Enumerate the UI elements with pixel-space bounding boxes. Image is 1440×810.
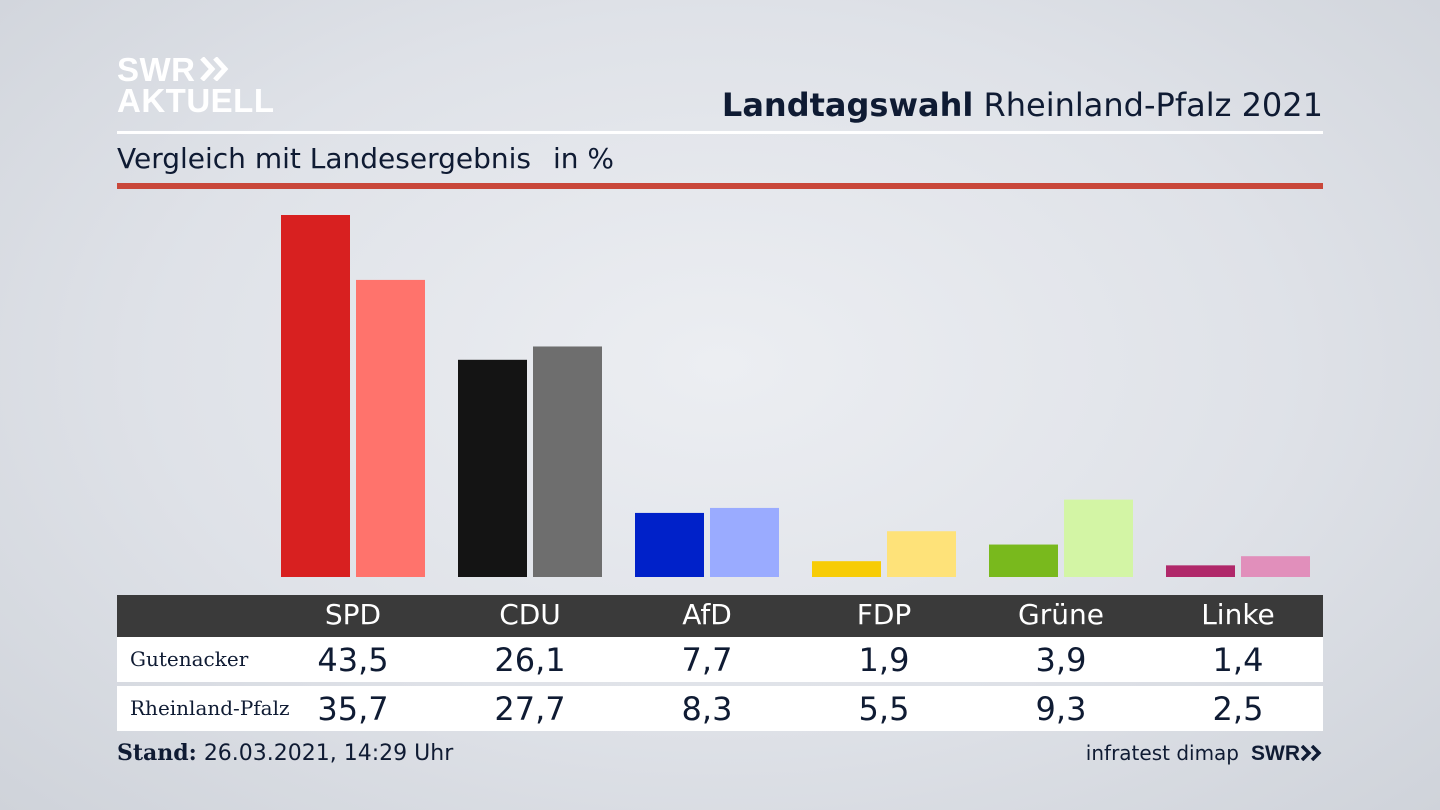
double-chevron-icon [199, 57, 228, 81]
bar-spd-rheinland-pfalz [356, 279, 425, 577]
title-rest: Rheinland-Pfalz 2021 [983, 86, 1323, 124]
logo-swr-text: SWR [117, 51, 196, 88]
stand-value: 26.03.2021, 14:29 Uhr [203, 741, 454, 766]
table-row-gutenacker: Gutenacker 43,5 26,1 7,7 1,9 3,9 1,4 [117, 637, 1323, 682]
value-cell: 26,1 [494, 641, 566, 679]
value-cell: 3,9 [1035, 641, 1087, 679]
timestamp: Stand: 26.03.2021, 14:29 Uhr [117, 740, 453, 766]
value-cell: 1,4 [1212, 641, 1264, 679]
accent-divider [117, 183, 1323, 189]
swr-small-text: SWR [1251, 742, 1300, 765]
value-cell: 7,7 [681, 641, 733, 679]
value-cell: 9,3 [1035, 690, 1087, 728]
bar-grne-gutenacker [989, 544, 1058, 577]
value-cell: 27,7 [494, 690, 566, 728]
subtitle-unit: in % [552, 142, 615, 175]
subtitle-text: Vergleich mit Landesergebnis [117, 142, 531, 175]
bar-chart [281, 215, 1310, 577]
stand-label: Stand: [117, 740, 197, 766]
page-title: Landtagswahl Rheinland-Pfalz 2021 [722, 86, 1323, 124]
bar-fdp-rheinland-pfalz [887, 531, 956, 577]
value-cell: 8,3 [681, 690, 733, 728]
value-cell: 43,5 [317, 641, 389, 679]
title-divider [117, 131, 1323, 134]
table-header-row: SPD CDU AfD FDP Grüne Linke [117, 595, 1323, 637]
title-bold: Landtagswahl [721, 86, 974, 124]
source-credit: infratest dimap SWR [1086, 741, 1323, 766]
column-header: Linke [1201, 598, 1275, 631]
column-header: FDP [856, 598, 912, 631]
value-cell: 35,7 [317, 690, 389, 728]
bar-linke-gutenacker [1166, 565, 1235, 577]
row-label: Gutenacker [130, 647, 249, 671]
bar-cdu-rheinland-pfalz [533, 346, 602, 577]
bar-linke-rheinland-pfalz [1241, 556, 1310, 577]
column-header: AfD [682, 598, 732, 631]
bar-cdu-gutenacker [458, 359, 527, 577]
bar-afd-rheinland-pfalz [710, 507, 779, 577]
chart-subtitle: Vergleich mit Landesergebnis in % [117, 142, 614, 175]
logo-aktuell-text: AKTUELL [117, 82, 275, 119]
bar-afd-gutenacker [635, 512, 704, 577]
column-header: CDU [499, 598, 561, 631]
bar-spd-gutenacker [281, 215, 350, 577]
column-header: SPD [324, 598, 382, 631]
table-row-rheinland-pfalz: Rheinland-Pfalz 35,7 27,7 8,3 5,5 9,3 2,5 [117, 686, 1323, 731]
swr-aktuell-logo: SWR AKTUELL [117, 51, 277, 119]
bar-grne-rheinland-pfalz [1064, 499, 1133, 577]
value-cell: 5,5 [858, 690, 910, 728]
value-cell: 2,5 [1212, 690, 1264, 728]
column-header: Grüne [1018, 598, 1104, 631]
value-cell: 1,9 [858, 641, 910, 679]
double-chevron-icon [1300, 744, 1322, 762]
source-text: infratest dimap [1085, 741, 1239, 765]
swr-small-logo: SWR [1251, 742, 1323, 765]
row-label: Rheinland-Pfalz [130, 696, 290, 720]
bar-fdp-gutenacker [812, 561, 881, 577]
